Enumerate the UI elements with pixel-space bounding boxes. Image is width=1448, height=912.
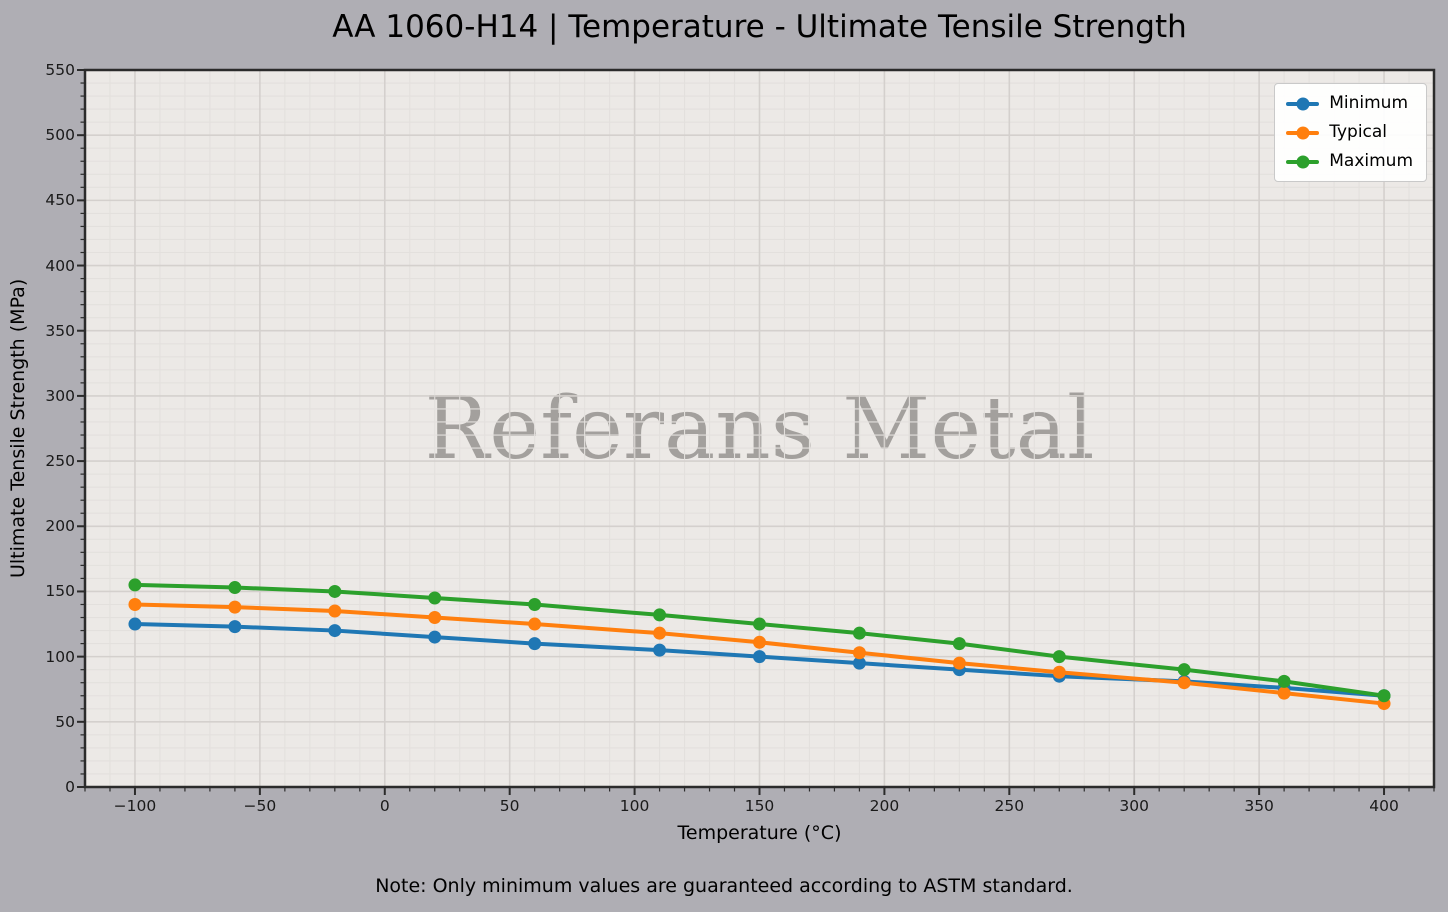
x-axis-tick-labels: −100 −50 0 50 100 150 200 250 300 350 400 (85, 797, 1434, 817)
maximum-line-sample (1286, 155, 1320, 168)
footnote: Note: Only minimum values are guaranteed… (375, 875, 1073, 897)
legend-label-maximum: Maximum (1329, 151, 1413, 171)
y-tick-label: 50 (55, 712, 75, 731)
y-tick-label: 300 (45, 386, 75, 405)
y-axis-label: Ultimate Tensile Strength (MPa) (7, 278, 29, 579)
typical-line-sample (1286, 126, 1320, 139)
minimum-marker-dot (1296, 97, 1310, 110)
x-tick-label: 50 (499, 797, 520, 815)
legend-label-typical: Typical (1329, 122, 1388, 142)
minimum-line-sample (1286, 97, 1320, 110)
y-axis-tick-labels: 0 50 100 150 200 250 300 350 400 450 500 550 (0, 61, 75, 796)
y-tick-label: 350 (45, 321, 75, 340)
x-tick-label: 100 (619, 797, 650, 815)
legend-item-maximum: Maximum (1286, 151, 1413, 172)
y-tick-label: 400 (45, 256, 75, 275)
y-tick-label: 200 (45, 517, 75, 536)
chart-title: AA 1060-H14 | Temperature - Ultimate Ten… (332, 9, 1187, 45)
y-tick-label: 100 (45, 647, 75, 666)
x-tick-label: 0 (379, 797, 390, 815)
legend-label-minimum: Minimum (1329, 93, 1409, 113)
x-tick-label: 400 (1369, 797, 1399, 815)
x-tick-label: −50 (243, 797, 277, 815)
chart-canvas (77, 68, 1436, 795)
x-tick-label: 200 (869, 797, 900, 815)
y-tick-label: 0 (65, 778, 75, 796)
typical-marker-dot (1296, 126, 1310, 139)
x-tick-label: 300 (1119, 797, 1150, 815)
x-tick-label: −100 (113, 797, 157, 815)
legend: Minimum Typical Maximum (1274, 83, 1427, 182)
y-tick-label: 550 (45, 61, 75, 79)
plot-area: Referans Metal Minimum Typical Maximum (77, 68, 1436, 795)
legend-item-minimum: Minimum (1286, 93, 1413, 114)
x-axis-label: Temperature (°C) (677, 822, 842, 844)
y-tick-label: 250 (45, 452, 75, 471)
x-tick-label: 350 (1244, 797, 1274, 815)
x-tick-label: 250 (994, 797, 1025, 815)
y-tick-label: 150 (45, 582, 75, 601)
x-tick-label: 150 (744, 797, 775, 815)
y-tick-label: 500 (45, 126, 75, 145)
legend-item-typical: Typical (1286, 122, 1413, 143)
y-tick-label: 450 (45, 191, 75, 210)
maximum-marker-dot (1296, 155, 1310, 168)
